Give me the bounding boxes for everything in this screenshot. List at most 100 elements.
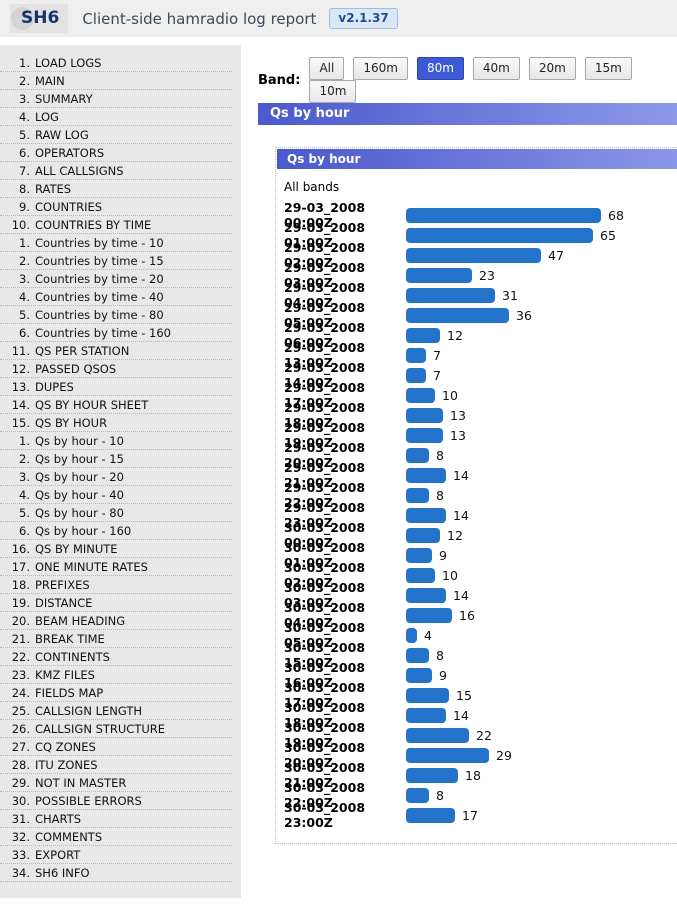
chart-row: 30-03_2008 02:00Z 10 [276,560,677,590]
sidebar-subitem-countries-by-time-20[interactable]: 3. Countries by time - 20 [0,270,232,288]
chart-bar [406,467,446,483]
sidebar-item-comments[interactable]: 32. COMMENTS [0,828,232,846]
sidebar-subitem-qs-by-hour-160[interactable]: 6. Qs by hour - 160 [0,522,232,540]
band-button-40m[interactable]: 40m [472,57,520,80]
sidebar-item-load-logs[interactable]: 1. LOAD LOGS [0,54,232,72]
sidebar-item-label: DISTANCE [35,595,93,610]
sidebar-item-qs-by-hour[interactable]: 15. QS BY HOUR [0,414,232,432]
chart-bar-value: 10 [442,387,458,403]
sidebar-item-all-callsigns[interactable]: 7. ALL CALLSIGNS [0,162,232,180]
sidebar-subitem-countries-by-time-80[interactable]: 5. Countries by time - 80 [0,306,232,324]
sidebar-item-charts[interactable]: 31. CHARTS [0,810,232,828]
chart-bar-value: 14 [453,507,469,523]
chart-row: 30-03_2008 18:00Z 14 [276,700,677,730]
sidebar-item-number: 13. [11,379,30,394]
band-button-15m[interactable]: 15m [584,57,632,80]
sidebar-item-label: EXPORT [35,847,81,862]
chart-bar [406,767,458,783]
sidebar-item-countries[interactable]: 9. COUNTRIES [0,198,232,216]
sidebar-item-number: 4. [19,109,30,124]
sidebar-item-break-time[interactable]: 21. BREAK TIME [0,630,232,648]
chart-bar [406,807,455,823]
sidebar-item-prefixes[interactable]: 18. PREFIXES [0,576,232,594]
sidebar-item-summary[interactable]: 3. SUMMARY [0,90,232,108]
sidebar-item-label: MAIN [35,73,65,88]
chart-bar [406,387,435,403]
sidebar-item-not-in-master[interactable]: 29. NOT IN MASTER [0,774,232,792]
band-button-160m[interactable]: 160m [353,57,408,80]
band-button-20m[interactable]: 20m [528,57,576,80]
sidebar-item-passed-qsos[interactable]: 12. PASSED QSOS [0,360,232,378]
sidebar-item-continents[interactable]: 22. CONTINENTS [0,648,232,666]
chart-bar [406,227,593,243]
sidebar-item-beam-heading[interactable]: 20. BEAM HEADING [0,612,232,630]
chart-bar [406,667,432,683]
band-scope-label: All bands [284,180,340,194]
chart-bar [406,647,429,663]
sidebar-item-label: QS PER STATION [35,343,130,358]
sidebar-subitem-countries-by-time-40[interactable]: 4. Countries by time - 40 [0,288,232,306]
sidebar-item-number: 34. [11,865,30,880]
chart-bar [406,427,443,443]
sidebar-item-distance[interactable]: 19. DISTANCE [0,594,232,612]
sidebar-item-qs-by-minute[interactable]: 16. QS BY MINUTE [0,540,232,558]
sidebar-item-log[interactable]: 4. LOG [0,108,232,126]
chart-bar [406,687,449,703]
sidebar-item-raw-log[interactable]: 5. RAW LOG [0,126,232,144]
chart-bar [406,707,446,723]
sidebar-subitem-qs-by-hour-15[interactable]: 2. Qs by hour - 15 [0,450,232,468]
sidebar-item-rates[interactable]: 8. RATES [0,180,232,198]
chart-row: 29-03_2008 05:00Z 36 [276,300,677,330]
band-button-all[interactable]: All [309,57,345,80]
sidebar-item-sh6-info[interactable]: 34. SH6 INFO [0,864,232,882]
sidebar-item-callsign-length[interactable]: 25. CALLSIGN LENGTH [0,702,232,720]
sidebar-item-number: 9. [19,199,30,214]
sidebar-item-label: POSSIBLE ERRORS [35,793,142,808]
chart-row-label: 29-03_2008 22:00Z [284,480,366,510]
sidebar-item-label: Qs by hour - 40 [35,487,124,502]
sidebar-item-one-minute-rates[interactable]: 17. ONE MINUTE RATES [0,558,232,576]
chart-bar [406,407,443,423]
chart-row-label: 30-03_2008 00:00Z [284,520,366,550]
sidebar-item-main[interactable]: 2. MAIN [0,72,232,90]
chart-row: 29-03_2008 00:00Z 68 [276,200,677,230]
chart-row-label: 29-03_2008 14:00Z [284,360,366,390]
sidebar-item-label: CALLSIGN STRUCTURE [35,721,166,736]
sidebar-subitem-qs-by-hour-10[interactable]: 1. Qs by hour - 10 [0,432,232,450]
sidebar-item-number: 11. [11,343,30,358]
sidebar-item-dupes[interactable]: 13. DUPES [0,378,232,396]
qs-by-hour-panel: Qs by hour All bands 29-03_2008 00:00Z 68… [275,147,677,844]
sidebar-subitem-qs-by-hour-80[interactable]: 5. Qs by hour - 80 [0,504,232,522]
band-button-80m[interactable]: 80m [416,57,464,80]
chart-bar-value: 17 [462,807,478,823]
sidebar-item-label: LOAD LOGS [35,55,102,70]
sidebar-item-label: QS BY HOUR SHEET [35,397,149,412]
sidebar-item-countries-by-time[interactable]: 10. COUNTRIES BY TIME [0,216,232,234]
sidebar-item-cq-zones[interactable]: 27. CQ ZONES [0,738,232,756]
sidebar-item-callsign-structure[interactable]: 26. CALLSIGN STRUCTURE [0,720,232,738]
sidebar-item-qs-by-hour-sheet[interactable]: 14. QS BY HOUR SHEET [0,396,232,414]
chart-row-label: 30-03_2008 19:00Z [284,720,366,750]
chart-row: 29-03_2008 01:00Z 65 [276,220,677,250]
chart-bar [406,207,601,223]
band-button-10m[interactable]: 10m [309,80,357,103]
sidebar-item-possible-errors[interactable]: 30. POSSIBLE ERRORS [0,792,232,810]
chart-row-label: 29-03_2008 02:00Z [284,240,366,270]
sidebar-item-export[interactable]: 33. EXPORT [0,846,232,864]
sidebar-subitem-qs-by-hour-20[interactable]: 3. Qs by hour - 20 [0,468,232,486]
chart-row-label: 29-03_2008 00:00Z [284,200,366,230]
sidebar-subitem-countries-by-time-15[interactable]: 2. Countries by time - 15 [0,252,232,270]
sidebar-item-label: COMMENTS [35,829,103,844]
sidebar-item-itu-zones[interactable]: 28. ITU ZONES [0,756,232,774]
sidebar-subitem-countries-by-time-160[interactable]: 6. Countries by time - 160 [0,324,232,342]
sidebar-item-label: Qs by hour - 80 [35,505,124,520]
chart-row: 29-03_2008 20:00Z 8 [276,440,677,470]
sidebar-item-fields-map[interactable]: 24. FIELDS MAP [0,684,232,702]
chart-bar [406,587,446,603]
sidebar-subitem-qs-by-hour-40[interactable]: 4. Qs by hour - 40 [0,486,232,504]
sidebar-item-qs-per-station[interactable]: 11. QS PER STATION [0,342,232,360]
sidebar-subitem-countries-by-time-10[interactable]: 1. Countries by time - 10 [0,234,232,252]
sidebar-item-operators[interactable]: 6. OPERATORS [0,144,232,162]
sidebar-item-kmz-files[interactable]: 23. KMZ FILES [0,666,232,684]
chart-bar-value: 7 [433,347,441,363]
